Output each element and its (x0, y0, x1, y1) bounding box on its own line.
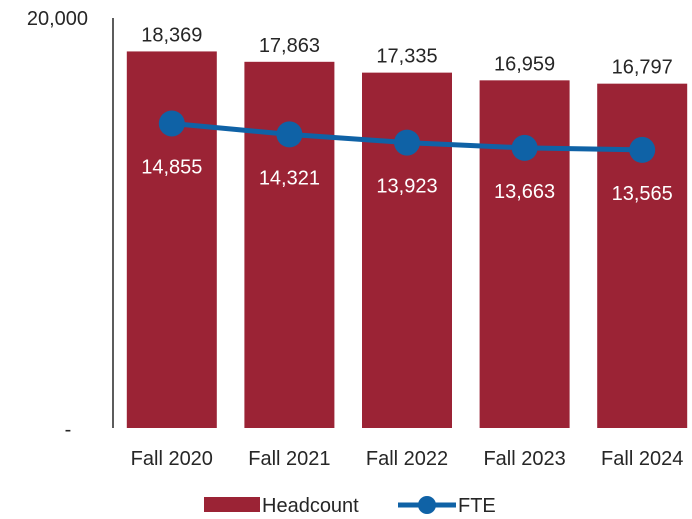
bar-headcount (244, 61, 335, 428)
y-ticks-group: 20,000 - (27, 8, 88, 441)
legend-fte-label: FTE (458, 495, 496, 517)
bar-value-label: 17,863 (259, 35, 320, 57)
x-tick-label: Fall 2024 (601, 448, 683, 470)
fte-value-label: 14,855 (141, 156, 202, 178)
fte-marker (511, 134, 538, 161)
x-tick-label: Fall 2020 (131, 448, 213, 470)
bar-headcount (597, 83, 688, 428)
fte-marker (158, 110, 185, 137)
bar-headcount (479, 80, 570, 428)
bar-value-label: 17,335 (376, 46, 437, 68)
bar-headcount (126, 51, 217, 429)
legend-headcount-swatch (204, 497, 260, 512)
bar-labels-group: 18,369 17,863 17,335 16,959 16,797 (141, 24, 673, 78)
bars-group (126, 51, 688, 429)
bar-value-label: 16,959 (494, 53, 555, 75)
x-tick-label: Fall 2022 (366, 448, 448, 470)
fte-marker (394, 129, 420, 156)
x-tick-label: Fall 2021 (248, 448, 330, 470)
x-ticks-group: Fall 2020 Fall 2021 Fall 2022 Fall 2023 Fall… (131, 448, 684, 470)
legend-fte-marker (418, 496, 436, 514)
fte-value-label: 13,663 (494, 181, 555, 203)
x-tick-label: Fall 2023 (483, 448, 565, 470)
legend: Headcount FTE (204, 495, 496, 517)
bar-value-label: 18,369 (141, 24, 202, 46)
bar-headcount (362, 72, 452, 428)
fte-value-label: 13,923 (376, 176, 437, 198)
fte-value-label: 14,321 (259, 167, 320, 189)
fte-marker (629, 136, 656, 163)
fte-marker (276, 121, 303, 148)
line-labels-group: 14,855 14,321 13,923 13,663 13,565 (141, 156, 673, 204)
fte-value-label: 13,565 (612, 183, 673, 205)
line-series-group (158, 110, 656, 163)
y-tick-label: - (65, 419, 72, 441)
y-tick-label: 20,000 (27, 8, 88, 30)
legend-headcount-label: Headcount (262, 495, 359, 517)
bar-value-label: 16,797 (612, 57, 673, 79)
